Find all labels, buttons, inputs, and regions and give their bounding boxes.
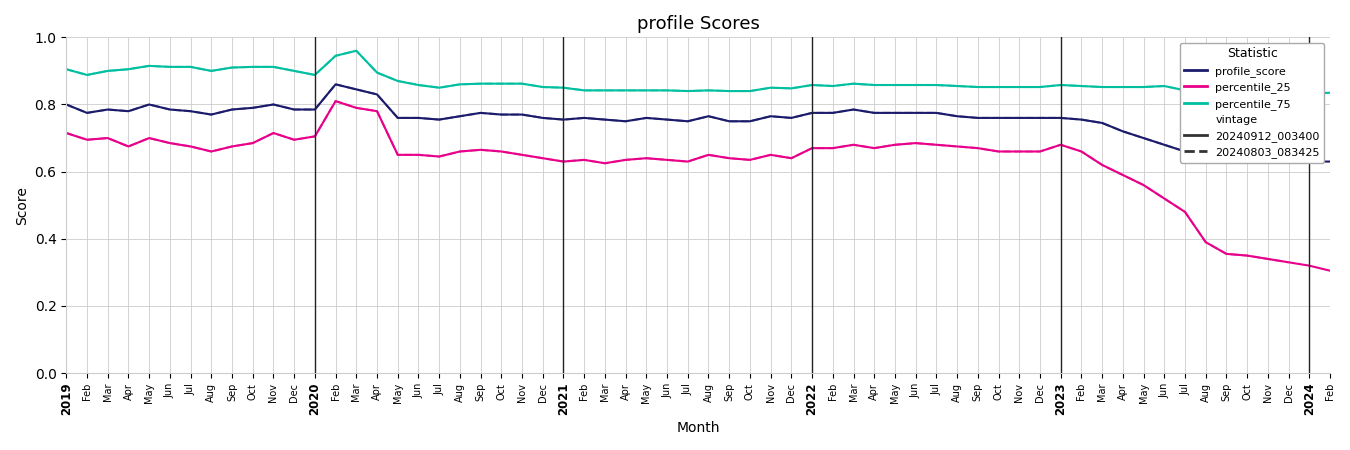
Legend: profile_score, percentile_25, percentile_75, vintage, 20240912_003400, 20240803_: profile_score, percentile_25, percentile… (1180, 43, 1324, 162)
Y-axis label: Score: Score (15, 186, 28, 225)
Title: profile Scores: profile Scores (637, 15, 760, 33)
X-axis label: Month: Month (676, 421, 720, 435)
